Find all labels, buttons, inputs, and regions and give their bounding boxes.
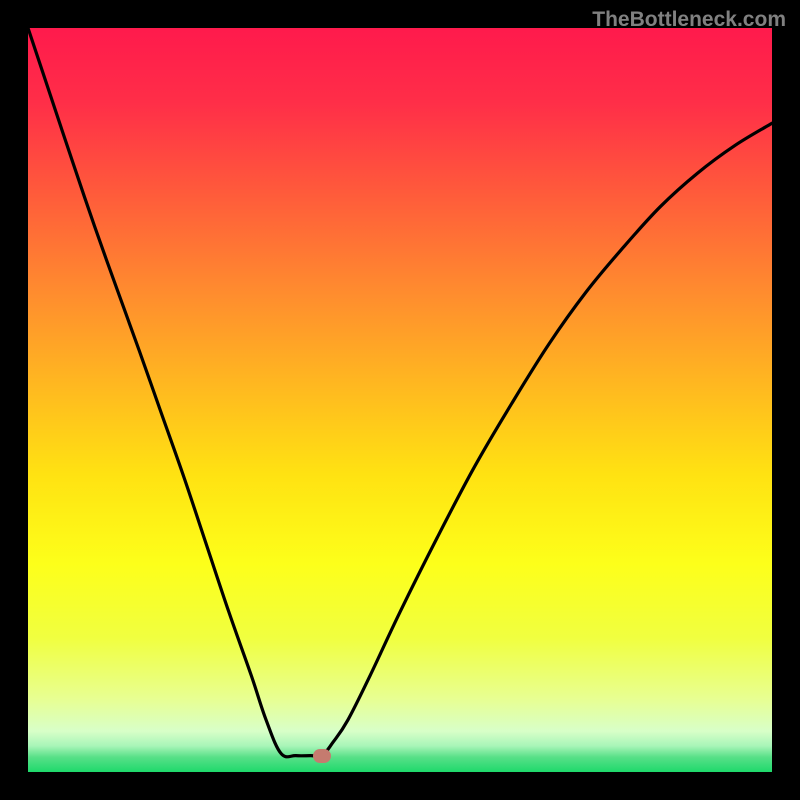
bottleneck-curve: [28, 28, 772, 772]
chart-container: { "watermark": { "text": "TheBottleneck.…: [0, 0, 800, 800]
watermark-text: TheBottleneck.com: [592, 8, 786, 32]
plot-area: [28, 28, 772, 772]
minimum-marker: [313, 749, 331, 763]
curve-path: [28, 28, 772, 757]
